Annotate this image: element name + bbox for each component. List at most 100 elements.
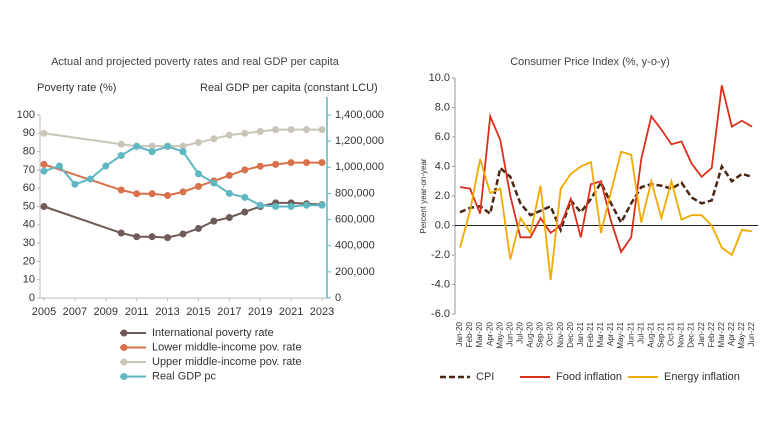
y2-tick-label: 1,400,000 <box>335 109 384 121</box>
marker <box>40 160 48 168</box>
marker <box>287 126 295 134</box>
legend-label: Lower middle-income pov. rate <box>152 341 302 353</box>
marker <box>303 201 311 209</box>
y-tick-label: 6.0 <box>435 131 450 143</box>
x-tick-label: Jun-22 <box>747 321 756 346</box>
x-tick-label: 2023 <box>310 306 334 318</box>
marker <box>256 162 264 170</box>
marker <box>194 224 202 232</box>
x-tick-label: Mar-22 <box>717 321 726 347</box>
y-tick-label: 80 <box>23 146 35 158</box>
x-tick-label: 2017 <box>217 306 241 318</box>
x-tick-label: May-21 <box>616 321 625 348</box>
legend-label: Real GDP pc <box>152 370 216 382</box>
marker <box>318 126 326 134</box>
marker <box>40 167 48 175</box>
marker <box>272 160 280 168</box>
y-tick-label: 20 <box>23 255 35 267</box>
y-tick-label: 2.0 <box>435 190 450 202</box>
y-axis-label: Percent year-on-year <box>419 158 428 233</box>
x-tick-label: Jan-21 <box>576 321 585 346</box>
marker <box>133 233 141 241</box>
y-tick-label: 4.0 <box>435 160 450 172</box>
marker <box>117 186 125 194</box>
x-tick-label: Jun-21 <box>626 321 635 346</box>
marker <box>303 126 311 134</box>
legend-marker <box>120 344 128 351</box>
x-tick-label: Sep-21 <box>656 321 665 347</box>
x-tick-label: 2013 <box>155 306 179 318</box>
x-tick-label: 2021 <box>279 306 303 318</box>
marker <box>318 201 326 209</box>
marker <box>164 192 172 200</box>
line <box>459 150 753 281</box>
x-tick-label: Jun-20 <box>505 321 514 346</box>
marker <box>40 129 48 137</box>
y-tick-label: 8.0 <box>435 101 450 113</box>
x-tick-label: Feb-20 <box>465 321 474 347</box>
y-tick-label: -4.0 <box>431 278 450 290</box>
y-tick-label: 100 <box>17 109 35 121</box>
y2-tick-label: 0 <box>335 292 341 304</box>
x-tick-label: Oct-21 <box>667 321 676 346</box>
x-tick-label: May-20 <box>495 321 504 348</box>
line <box>43 145 322 208</box>
x-tick-label: Nov-20 <box>556 321 565 347</box>
marker <box>241 129 249 137</box>
x-tick-label: Mar-20 <box>475 321 484 347</box>
x-tick-label: Oct-20 <box>546 321 555 346</box>
x-tick-label: Apr-21 <box>606 321 615 346</box>
x-tick-label: 2015 <box>186 306 210 318</box>
marker <box>194 170 202 178</box>
marker <box>117 152 125 160</box>
chart-title: Actual and projected poverty rates and r… <box>51 56 340 68</box>
marker <box>210 179 218 187</box>
y2-tick-label: 200,000 <box>335 266 375 278</box>
x-tick-label: Jan-20 <box>455 321 464 346</box>
x-tick-label: 2005 <box>32 306 56 318</box>
marker <box>241 193 249 201</box>
marker <box>86 175 94 183</box>
marker <box>210 217 218 225</box>
y-tick-label: -6.0 <box>431 308 450 320</box>
y-tick-label: 0.0 <box>435 219 450 231</box>
line <box>459 163 753 234</box>
marker <box>287 203 295 210</box>
x-tick-label: Nov-21 <box>677 321 686 347</box>
x-tick-label: Sep-20 <box>536 321 545 347</box>
marker <box>102 162 110 170</box>
x-tick-label: Dec-21 <box>687 321 696 347</box>
legend-marker <box>120 358 128 366</box>
legend-label: Energy inflation <box>664 371 740 383</box>
y-tick-label: 90 <box>23 127 35 139</box>
marker <box>194 182 202 190</box>
y-tick-label: 70 <box>23 164 35 176</box>
y-axis-label: Poverty rate (%) <box>37 82 116 94</box>
marker <box>148 142 156 150</box>
y-tick-label: 40 <box>23 219 35 231</box>
marker <box>256 127 264 135</box>
marker <box>225 171 233 179</box>
marker <box>272 126 280 134</box>
marker <box>179 148 187 156</box>
y2-tick-label: 1,000,000 <box>335 161 384 173</box>
y-tick-label: -2.0 <box>431 249 450 261</box>
y-tick-label: 50 <box>23 200 35 212</box>
legend-marker <box>120 373 128 380</box>
marker <box>225 213 233 221</box>
marker <box>148 148 156 156</box>
x-tick-label: Apr-22 <box>727 321 736 346</box>
x-tick-label: 2007 <box>63 306 87 318</box>
marker <box>225 189 233 197</box>
marker <box>117 229 125 237</box>
marker <box>179 142 187 150</box>
y-tick-label: 60 <box>23 182 35 194</box>
legend-label: CPI <box>476 371 494 383</box>
marker <box>241 166 249 174</box>
marker <box>164 234 172 242</box>
x-tick-label: 2009 <box>94 306 118 318</box>
y2-axis-label: Real GDP per capita (constant LCU) <box>200 82 378 94</box>
x-tick-label: Apr-20 <box>485 321 494 346</box>
marker <box>194 138 202 146</box>
x-tick-label: Aug-21 <box>646 321 655 347</box>
